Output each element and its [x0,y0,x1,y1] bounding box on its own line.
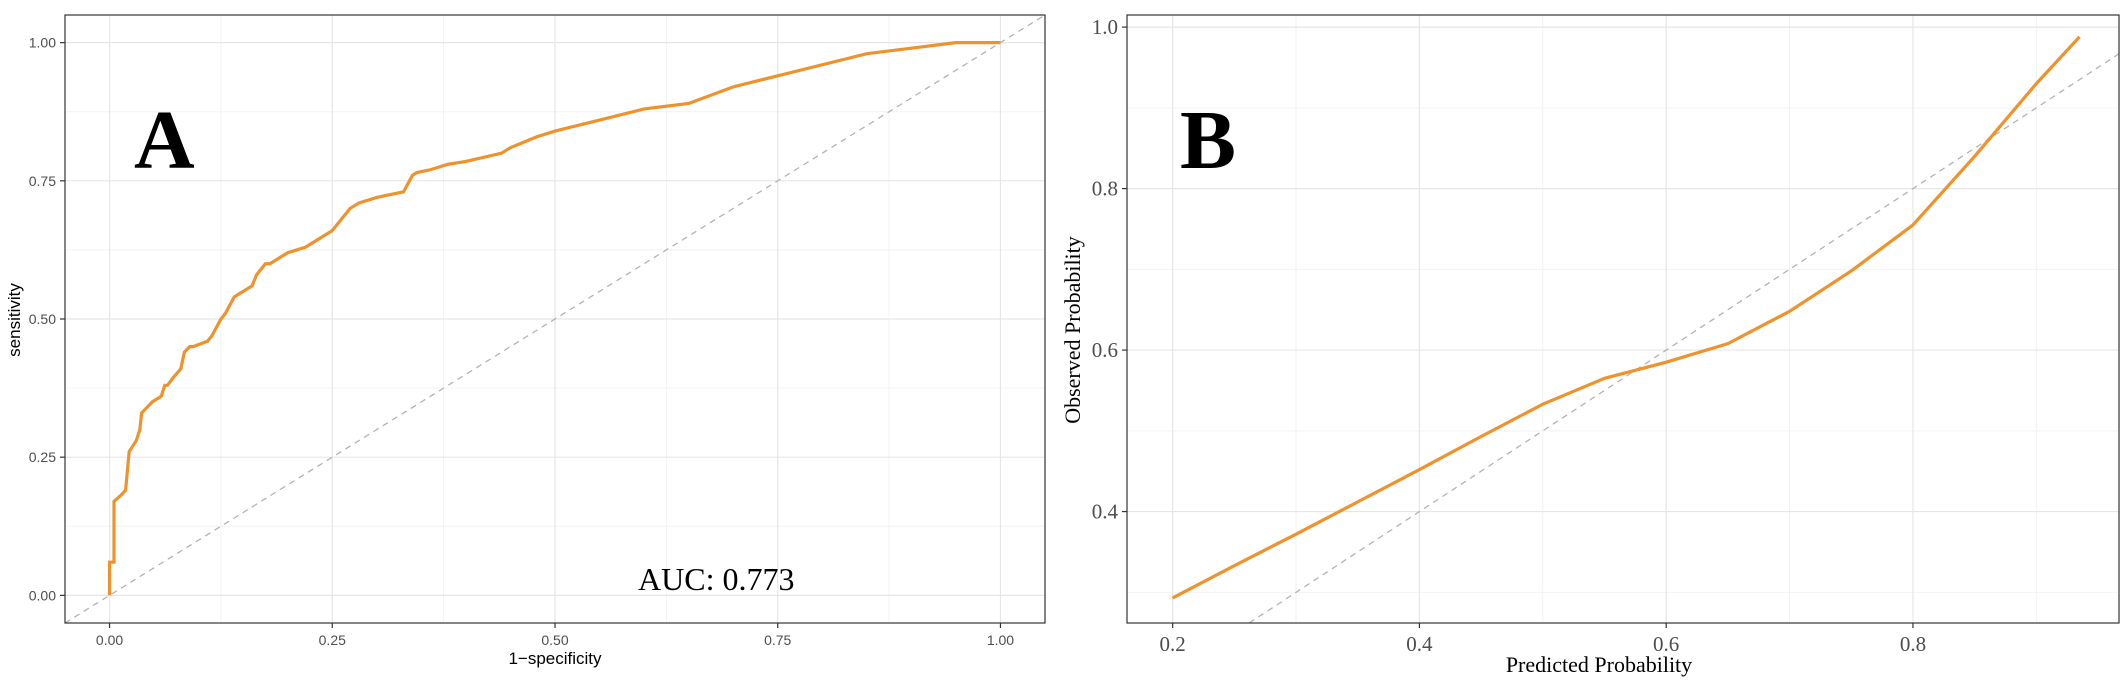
panel-a-lines [65,15,1045,623]
panel-b-x-tick-label: 0.2 [1160,632,1186,656]
panel-b-grid [1127,15,2119,623]
panel-b-y-tick-label: 0.4 [1092,500,1119,524]
panel-a-x-tick-label: 0.25 [319,632,346,648]
panel-b-letter: B [1180,94,1236,187]
panel-a-x-tick-label: 1.00 [987,632,1014,648]
panel-b-x-tick-label: 0.4 [1406,632,1433,656]
panel-a-y-tick-label: 0.50 [29,311,56,327]
panel-a-x-tick-label: 0.00 [96,632,123,648]
panel-b-ticks: 0.2 0.4 0.6 0.8 0.4 0.6 0.8 1.0 [1092,15,1926,656]
panel-a-x-tick-label: 0.50 [541,632,568,648]
panel-b-reference-line [1248,53,2119,623]
panel-a-y-tick-label: 0.75 [29,173,56,189]
panel-b-plot-background [1127,15,2119,623]
panel-a-y-tick-label: 1.00 [29,35,56,51]
panel-a-y-axis-label: sensitivity [5,283,24,357]
roc-chart: 0.00 0.25 0.50 0.75 1.00 0.00 0.25 0.50 0.75 1.00… [5,14,1046,668]
calibration-chart: 0.2 0.4 0.6 0.8 0.4 0.6 0.8 1.0 B Predicted Pro… [1060,14,2120,677]
panel-a-x-tick-label: 0.75 [764,632,791,648]
panel-b-x-tick-label: 0.6 [1653,632,1679,656]
panel-b-lines [1171,35,2119,623]
panel-b-x-tick-label: 0.8 [1900,632,1926,656]
panel-a-y-tick-label: 0.00 [29,587,56,603]
panel-a-ticks: 0.00 0.25 0.50 0.75 1.00 0.00 0.25 0.50 0.75 1.00 [29,35,1015,648]
panel-b-series-line [1171,35,2081,600]
panel-a-x-axis-label: 1−specificity [508,649,602,668]
panel-b-x-axis-label: Predicted Probability [1506,652,1692,677]
panel-a-letter: A [134,94,195,187]
panel-b-y-tick-label: 0.8 [1092,177,1118,201]
panel-b-y-tick-label: 0.6 [1092,338,1118,362]
panel-b-y-tick-label: 1.0 [1092,15,1118,39]
panel-b-y-axis-label: Observed Probability [1060,236,1085,424]
auc-annotation: AUC: 0.773 [638,561,794,597]
panel-a-y-tick-label: 0.25 [29,449,56,465]
panel-a-reference-line [65,15,1045,623]
panel-b-border [1126,14,2120,624]
panel-a-series-line [107,41,1001,596]
